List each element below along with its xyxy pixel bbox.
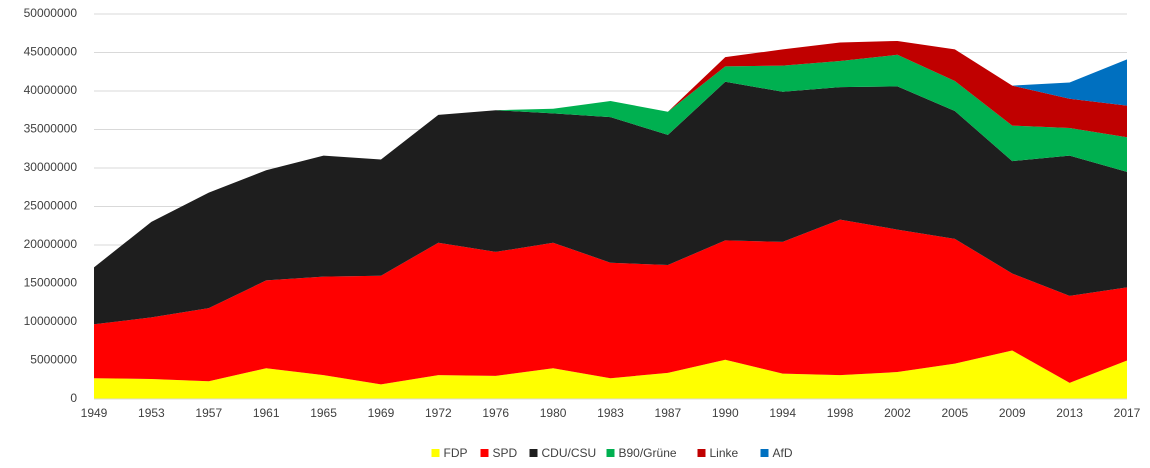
legend-swatch (529, 449, 538, 457)
x-tick-label: 1990 (712, 406, 739, 420)
x-tick-label: 2002 (884, 406, 911, 420)
x-tick-label: 1953 (138, 406, 165, 420)
y-tick-label: 0 (70, 391, 77, 405)
legend-swatch (697, 449, 706, 457)
x-tick-label: 1994 (769, 406, 796, 420)
x-tick-label: 2013 (1056, 406, 1083, 420)
legend-swatch (431, 449, 440, 457)
x-tick-label: 2005 (941, 406, 968, 420)
x-tick-label: 1980 (540, 406, 567, 420)
x-tick-label: 1987 (655, 406, 682, 420)
legend-swatch (760, 449, 769, 457)
x-tick-label: 1965 (310, 406, 337, 420)
y-tick-label: 30000000 (24, 160, 78, 174)
legend: FDP SPD CDU/CSU B90/Grüne Linke AfD (431, 446, 793, 460)
x-tick-label: 2017 (1114, 406, 1141, 420)
y-tick-label: 50000000 (24, 6, 78, 20)
x-tick-label: 1998 (827, 406, 854, 420)
x-tick-label: 1949 (81, 406, 108, 420)
legend-label: FDP (444, 446, 468, 460)
legend-label: Linke (710, 446, 739, 460)
y-tick-label: 5000000 (30, 353, 77, 367)
legend-swatch (606, 449, 615, 457)
legend-label: AfD (773, 446, 793, 460)
y-tick-label: 35000000 (24, 122, 78, 136)
legend-label: B90/Grüne (619, 446, 677, 460)
legend-label: SPD (493, 446, 518, 460)
x-tick-label: 1957 (195, 406, 222, 420)
x-tick-label: 1961 (253, 406, 280, 420)
area (94, 350, 1127, 399)
y-tick-label: 45000000 (24, 45, 78, 59)
y-tick-label: 25000000 (24, 199, 78, 213)
x-tick-label: 1983 (597, 406, 624, 420)
area (94, 219, 1127, 385)
y-tick-label: 10000000 (24, 314, 78, 328)
x-tick-label: 2009 (999, 406, 1026, 420)
y-tick-label: 40000000 (24, 83, 78, 97)
x-tick-label: 1976 (482, 406, 509, 420)
x-tick-label: 1969 (368, 406, 395, 420)
y-tick-label: 20000000 (24, 237, 78, 251)
legend-swatch (480, 449, 489, 457)
legend-label: CDU/CSU (542, 446, 597, 460)
y-tick-label: 15000000 (24, 276, 78, 290)
area (94, 81, 1127, 325)
x-tick-label: 1972 (425, 406, 452, 420)
